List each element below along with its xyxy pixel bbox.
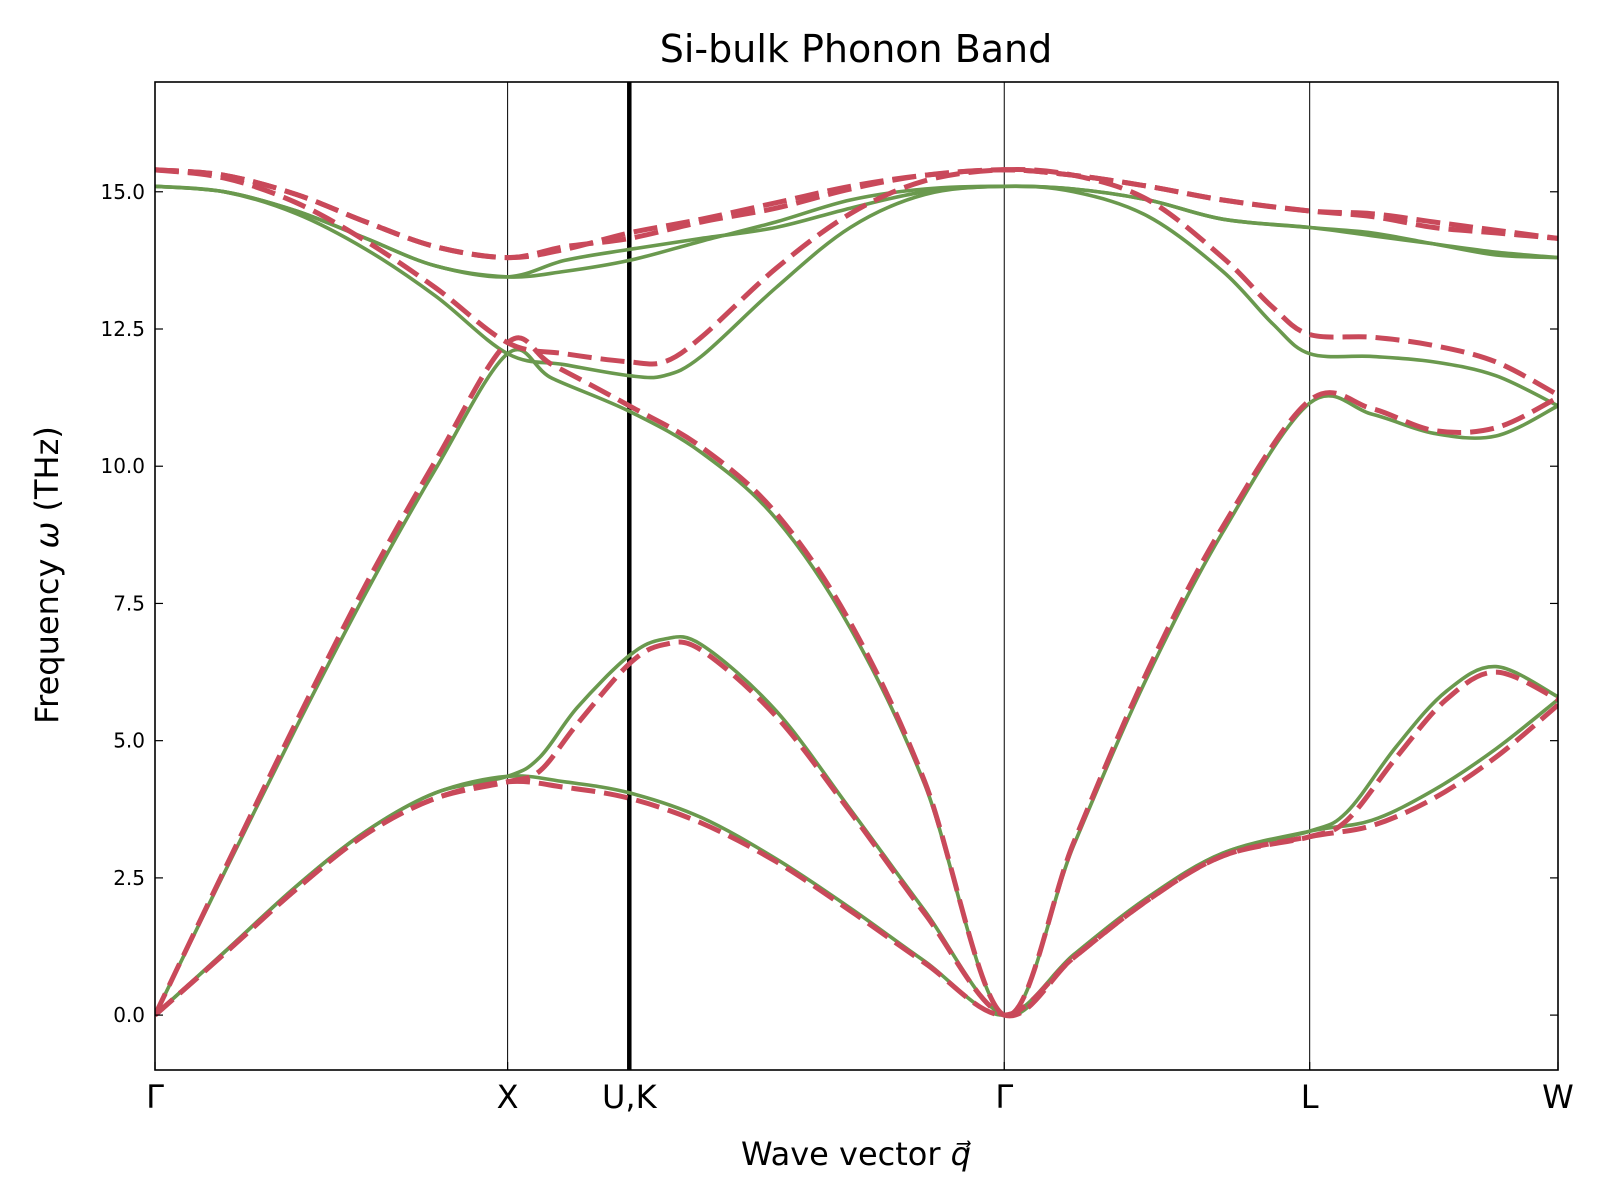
- bands-group: [155, 167, 1558, 1019]
- y-tick-label-2: 5.0: [113, 729, 145, 753]
- x-tick-label-3: Γ: [995, 1078, 1013, 1116]
- dashed-band-0: [155, 703, 1558, 1018]
- x-axis-title-symbol: q⃗: [951, 1135, 972, 1173]
- x-tick-label-2: U,K: [602, 1078, 658, 1116]
- dashed-band-2: [155, 335, 1558, 1018]
- x-axis-title-text: Wave vector: [741, 1135, 951, 1173]
- y-ticks: 0.0 2.5 5.0 7.5 10.0 12.5 15.0: [100, 180, 1558, 1027]
- y-axis-title-unit: (THz): [28, 426, 66, 522]
- y-tick-label-5: 12.5: [100, 317, 145, 341]
- dashed-band-1: [155, 639, 1558, 1019]
- x-tick-label-4: L: [1301, 1078, 1319, 1116]
- y-tick-label-0: 0.0: [113, 1003, 145, 1027]
- y-tick-label-1: 2.5: [113, 866, 145, 890]
- dashed-band-3: [155, 167, 1558, 398]
- x-axis-title: Wave vector q⃗: [741, 1135, 972, 1173]
- x-tick-label-0: Γ: [146, 1078, 164, 1116]
- x-tick-label-5: W: [1542, 1078, 1574, 1116]
- y-axis-title-symbol: ω: [28, 522, 66, 549]
- y-axis-title: Frequency ω (THz): [28, 426, 66, 724]
- plot-frame: [154, 81, 1559, 1071]
- y-tick-label-4: 10.0: [100, 454, 145, 478]
- solid-band-5: [155, 184, 1558, 279]
- chart-title: Si-bulk Phonon Band: [660, 27, 1053, 71]
- x-tick-label-1: X: [497, 1078, 519, 1116]
- y-tick-label-3: 7.5: [113, 591, 145, 615]
- y-axis-title-text: Frequency: [28, 548, 66, 723]
- kpoint-lines: [507, 82, 1311, 1070]
- x-ticks: Γ X U,K Γ L W: [146, 1062, 1574, 1116]
- y-tick-label-6: 15.0: [100, 180, 145, 204]
- solid-band-3: [155, 184, 1558, 408]
- dashed-band-5: [155, 167, 1558, 261]
